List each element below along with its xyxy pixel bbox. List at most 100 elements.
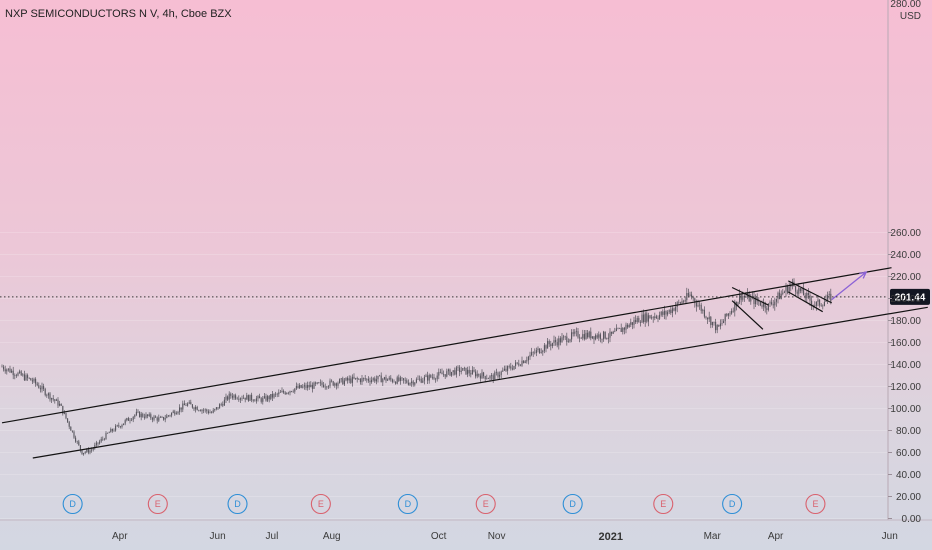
candle [276,392,278,398]
candle [116,424,118,427]
candle [201,408,203,414]
candle [171,412,173,418]
candle [721,319,723,326]
candle [603,330,605,342]
candle [542,349,544,356]
candle [363,377,365,382]
candle [579,334,581,343]
candle [547,337,549,349]
dividend-marker[interactable]: D [62,493,83,515]
candle [81,450,83,455]
candle [297,383,299,389]
candle [615,324,617,332]
dividend-marker[interactable]: D [397,493,418,515]
candle [619,327,621,329]
candle [414,382,416,387]
candle [331,379,333,383]
candle [703,306,705,319]
candle [652,316,654,323]
candle [315,381,317,387]
event-letter: E [660,499,666,509]
candle [191,403,193,409]
candle [527,355,529,365]
projection-arrow [831,271,867,301]
candle [155,415,157,418]
trend-annotations [1,267,928,459]
candle [815,301,817,311]
candle [300,384,302,389]
candle [622,327,624,335]
earnings-marker[interactable]: E [653,493,674,515]
event-letter: E [483,499,489,509]
candle [731,308,733,315]
candle [452,370,454,376]
candle [132,416,134,423]
candle [398,374,400,383]
candle [587,330,589,339]
candle [686,287,688,303]
candle [364,374,366,382]
candle [59,400,61,407]
candle [502,367,504,372]
candle [593,336,595,345]
candle [121,423,123,429]
candle [27,373,29,381]
candle [412,379,414,387]
candle [73,430,75,439]
x-tick-label: Jun [882,531,898,542]
candle [203,408,205,414]
x-tick-label: Aug [323,531,341,542]
candle [431,373,433,380]
candle [540,348,542,354]
candle [287,391,289,395]
x-tick-label: Nov [488,531,506,542]
y-tick-label: 140.00 [890,360,921,371]
candle [281,387,283,393]
candle [286,392,288,395]
candle [665,310,667,320]
candle [553,335,555,346]
candle [177,410,179,415]
current-price-tag[interactable]: 201.44 [890,288,930,305]
earnings-marker[interactable]: E [805,493,826,515]
candle [583,330,585,341]
candle [244,397,246,403]
candle [329,378,331,389]
candle [543,342,545,354]
candle [708,311,710,323]
earnings-marker[interactable]: E [147,493,168,515]
candle [729,311,731,317]
candle [806,291,808,303]
candle [511,364,513,371]
candle [115,424,117,432]
candle [12,366,14,380]
candle [57,397,59,408]
candle [523,360,525,364]
candle [396,375,398,385]
candle [142,412,144,418]
dividend-marker[interactable]: D [562,493,583,515]
candle [455,365,457,378]
candle [572,329,574,337]
candle [628,323,630,328]
earnings-marker[interactable]: E [475,493,496,515]
chart-title: NXP SEMICONDUCTORS N V, 4h, Cboe BZX [5,8,232,20]
candle [795,285,797,297]
candle [7,368,9,372]
candle [100,436,102,443]
dividend-marker[interactable]: D [722,493,743,515]
candle [775,298,777,307]
candle [225,393,227,404]
candle [588,330,590,339]
dividend-marker[interactable]: D [227,493,248,515]
candle [807,288,809,300]
candle [825,294,827,303]
candle [233,393,235,400]
candle [156,416,158,424]
earnings-marker[interactable]: E [310,493,331,515]
candle [639,320,641,327]
current-price-marker[interactable]: 201.44 [0,288,930,305]
candle [366,378,368,383]
candle [19,369,21,374]
